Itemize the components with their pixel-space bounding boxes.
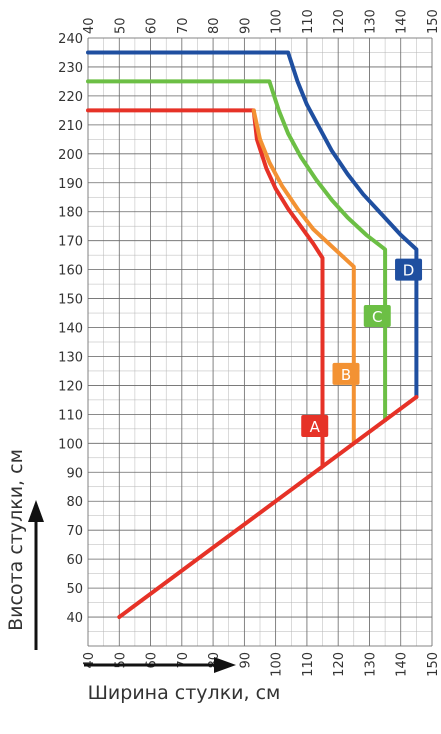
y-tick-label: 160: [58, 264, 83, 279]
x-tick-label-top: 100: [270, 9, 285, 34]
x-tick-label-bottom: 140: [395, 652, 410, 677]
badge-a: [301, 414, 329, 437]
y-tick-label: 90: [66, 466, 83, 481]
x-tick-label-top: 50: [113, 17, 128, 34]
grid-minor: [87, 37, 433, 647]
badge-b: [332, 362, 360, 385]
y-tick-label: 150: [58, 293, 83, 308]
y-tick-label: 190: [58, 177, 83, 192]
x-tick-label-bottom: 150: [426, 652, 441, 677]
y-axis-arrow: [28, 500, 44, 650]
x-tick-label-bottom: 130: [363, 652, 378, 677]
x-tick-label-bottom: 90: [238, 652, 253, 669]
y-tick-label: 200: [58, 148, 83, 163]
x-axis-arrow: [84, 657, 236, 673]
x-tick-label-top: 90: [238, 17, 253, 34]
series-lines: [86, 50, 419, 619]
y-tick-label: 120: [58, 379, 83, 394]
series-line-d: [86, 50, 419, 399]
series-line-b: [251, 108, 356, 446]
y-tick-label: 180: [58, 206, 83, 221]
x-tick-label-top: 40: [82, 17, 97, 34]
badge-label-a: A: [310, 418, 321, 436]
y-tick-label: 170: [58, 235, 83, 250]
x-tick-label-top: 80: [207, 17, 222, 34]
x-tick-label-top: 110: [301, 9, 316, 34]
badge-c: [363, 304, 391, 327]
y-tick-label: 210: [58, 119, 83, 134]
series-line-diagonal: [117, 395, 419, 619]
y-tick-label: 80: [66, 495, 83, 510]
x-tick-label-top: 150: [426, 9, 441, 34]
y-tick-label: 220: [58, 90, 83, 105]
y-tick-label: 40: [66, 611, 83, 626]
badge-label-b: B: [341, 366, 351, 384]
badge-label-c: C: [372, 308, 382, 326]
y-axis-label: Висота стулки, см: [5, 449, 27, 631]
y-tick-label: 70: [66, 524, 83, 539]
y-tick-label: 110: [58, 408, 83, 423]
x-tick-label-top: 130: [363, 9, 378, 34]
series-badges: A B C D: [301, 258, 423, 437]
series-line-c: [86, 79, 388, 423]
x-tick-label-top: 120: [332, 9, 347, 34]
y-tick-label: 60: [66, 553, 83, 568]
x-tick-label-bottom: 110: [301, 652, 316, 677]
y-tick-label: 140: [58, 322, 83, 337]
x-tick-label-top: 140: [395, 9, 410, 34]
x-tick-label-top: 70: [176, 17, 191, 34]
y-tick-label: 100: [58, 437, 83, 452]
y-tick-label: 130: [58, 350, 83, 365]
x-axis-label: Ширина стулки, см: [88, 682, 281, 704]
grid-major: [87, 37, 433, 647]
series-line-a: [86, 108, 325, 469]
x-tick-label-bottom: 100: [270, 652, 285, 677]
badge-d: [395, 258, 423, 281]
y-tick-label: 230: [58, 61, 83, 76]
x-tick-label-top: 60: [145, 17, 160, 34]
y-tick-label: 50: [66, 582, 83, 597]
y-tick-label: 240: [58, 32, 83, 47]
x-tick-label-bottom: 120: [332, 652, 347, 677]
badge-label-d: D: [403, 262, 415, 280]
